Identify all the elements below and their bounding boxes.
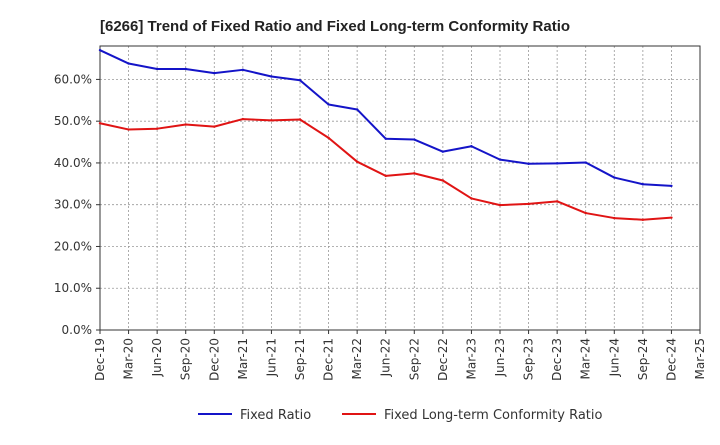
legend: Fixed Ratio Fixed Long-term Conformity Ra… — [198, 408, 603, 423]
x-tick-label: Mar-22 — [350, 338, 364, 379]
x-tick-label: Mar-23 — [464, 338, 478, 379]
x-tick-label: Sep-22 — [407, 338, 421, 380]
data-point — [384, 174, 387, 178]
chart-title: [6266] Trend of Fixed Ratio and Fixed Lo… — [100, 18, 570, 35]
data-point — [441, 150, 445, 153]
x-tick-label: Dec-22 — [436, 338, 450, 381]
data-point — [327, 136, 330, 140]
legend-label: Fixed Ratio — [240, 408, 311, 423]
data-point — [298, 79, 302, 82]
data-point — [641, 218, 645, 221]
x-tick-label: Mar-20 — [122, 338, 136, 379]
data-point — [241, 117, 245, 121]
data-point — [470, 145, 473, 148]
y-tick-label: 20.0% — [54, 239, 92, 253]
data-point — [413, 138, 416, 141]
data-point — [584, 211, 587, 215]
data-point — [384, 137, 387, 140]
data-point — [127, 128, 130, 131]
data-point — [670, 184, 673, 188]
x-tick-label: Jun-24 — [607, 338, 621, 377]
data-point — [613, 216, 616, 220]
y-tick-label: 30.0% — [54, 198, 92, 212]
data-point — [527, 162, 530, 165]
data-point — [470, 197, 473, 200]
data-point — [213, 125, 216, 128]
data-point — [155, 67, 159, 71]
x-tick-label: Sep-21 — [293, 338, 307, 380]
data-point — [555, 200, 559, 203]
data-point — [413, 172, 416, 175]
data-point — [355, 108, 359, 111]
data-point — [270, 75, 273, 78]
x-tick-label: Dec-20 — [207, 338, 221, 381]
x-tick-label: Mar-25 — [693, 338, 707, 379]
y-axis-tick-labels: 0.0% 10.0% 20.0% 30.0% 40.0% 50.0% 60.0% — [54, 72, 92, 337]
data-point — [498, 203, 502, 207]
data-point — [155, 127, 159, 130]
x-tick-label: Dec-24 — [664, 338, 678, 381]
plot-area-frame — [99, 45, 701, 331]
x-tick-label: Jun-21 — [264, 338, 278, 377]
y-tick-label: 0.0% — [62, 323, 93, 337]
data-point — [441, 179, 445, 182]
x-tick-label: Dec-21 — [322, 338, 336, 381]
data-point — [270, 119, 273, 122]
data-point — [98, 122, 102, 125]
data-point — [498, 158, 502, 161]
x-tick-label: Sep-23 — [522, 338, 536, 380]
x-tick-label: Mar-21 — [236, 338, 250, 379]
x-tick-label: Dec-19 — [93, 338, 107, 381]
y-tick-label: 40.0% — [54, 156, 92, 170]
data-point — [584, 161, 587, 164]
data-point — [298, 118, 302, 121]
x-tick-label: Jun-23 — [493, 338, 507, 377]
data-point — [527, 202, 530, 206]
data-point — [641, 183, 645, 186]
data-point — [555, 162, 559, 165]
series-lines — [98, 48, 673, 221]
data-point — [184, 123, 187, 126]
x-tick-label: Jun-20 — [150, 338, 164, 377]
data-point — [213, 71, 216, 75]
data-point — [241, 68, 245, 72]
x-axis-tick-labels: Dec-19 Mar-20 Jun-20 Sep-20 Dec-20 Mar-21 Jun-… — [93, 338, 707, 381]
data-point — [613, 176, 616, 179]
x-tick-label: Sep-24 — [636, 338, 650, 380]
y-tick-label: 60.0% — [54, 72, 92, 86]
data-point — [127, 62, 130, 65]
x-tick-label: Sep-20 — [179, 338, 193, 380]
y-tick-label: 10.0% — [54, 281, 92, 295]
data-point — [327, 103, 330, 106]
x-tick-label: Jun-22 — [379, 338, 393, 377]
x-tick-label: Mar-24 — [579, 338, 593, 379]
grid — [100, 46, 700, 330]
axes — [96, 45, 701, 334]
data-point — [98, 48, 102, 52]
y-tick-label: 50.0% — [54, 114, 92, 128]
data-point — [355, 160, 359, 163]
x-tick-label: Dec-23 — [550, 338, 564, 381]
legend-label: Fixed Long-term Conformity Ratio — [384, 408, 603, 423]
data-point — [670, 216, 673, 219]
data-point — [184, 67, 187, 71]
